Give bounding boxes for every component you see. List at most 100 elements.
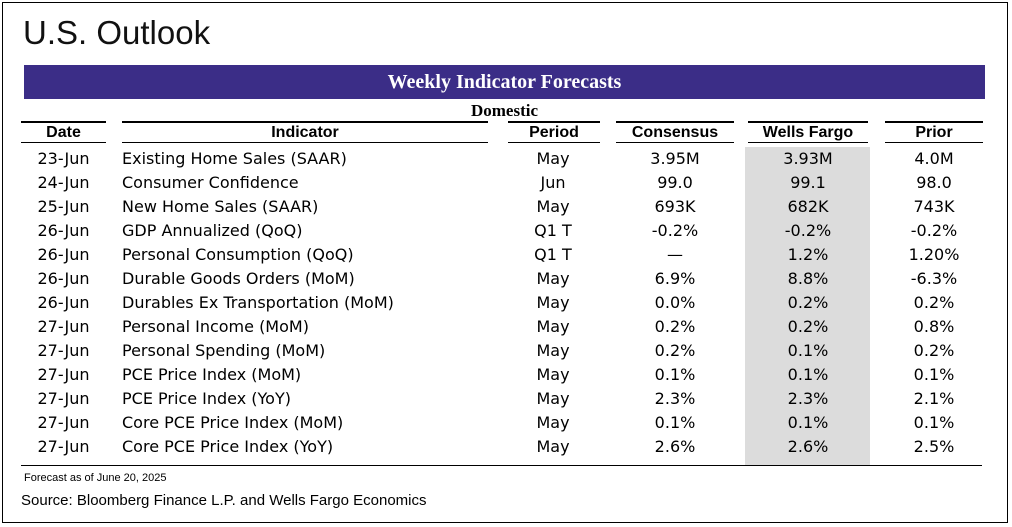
- forecast-table-body: 23-Jun Existing Home Sales (SAAR) May 3.95M…: [0, 147, 1012, 459]
- table-row: 26-Jun Durable Goods Orders (MoM) May 6.9% 8…: [0, 267, 1012, 291]
- period-cell: Q1 T: [534, 245, 572, 264]
- period-cell: May: [536, 341, 570, 360]
- wells-fargo-cell: 0.1%: [787, 341, 829, 360]
- indicator-cell: PCE Price Index (YoY): [122, 389, 291, 408]
- section-subheading: Domestic: [470, 101, 539, 120]
- column-header-indicator: Indicator: [122, 121, 488, 143]
- date-cell: 24-Jun: [37, 173, 90, 192]
- consensus-cell: 99.0: [657, 173, 693, 192]
- prior-cell: 2.5%: [913, 437, 955, 456]
- consensus-cell: 0.2%: [654, 317, 696, 336]
- wells-fargo-cell: 1.2%: [787, 245, 829, 264]
- table-row: 27-Jun Personal Spending (MoM) May 0.2% 0.1%…: [0, 339, 1012, 363]
- prior-cell: 2.1%: [913, 389, 955, 408]
- table-row: 27-Jun PCE Price Index (MoM) May 0.1% 0.1% 0.…: [0, 363, 1012, 387]
- date-cell: 27-Jun: [37, 413, 90, 432]
- prior-cell: 0.2%: [913, 293, 955, 312]
- column-header-prior: Prior: [885, 121, 983, 143]
- date-cell: 25-Jun: [37, 197, 90, 216]
- table-row: 25-Jun New Home Sales (SAAR) May 693K 682K 74…: [0, 195, 1012, 219]
- consensus-cell: 3.95M: [650, 149, 700, 168]
- wells-fargo-cell: 2.6%: [787, 437, 829, 456]
- indicator-cell: PCE Price Index (MoM): [122, 365, 302, 384]
- indicator-cell: Core PCE Price Index (YoY): [122, 437, 334, 456]
- table-bottom-rule: [21, 465, 982, 466]
- date-cell: 27-Jun: [37, 437, 90, 456]
- indicator-cell: GDP Annualized (QoQ): [122, 221, 303, 240]
- indicator-cell: Consumer Confidence: [122, 173, 299, 192]
- table-row: 27-Jun PCE Price Index (YoY) May 2.3% 2.3% 2.…: [0, 387, 1012, 411]
- consensus-cell: -0.2%: [651, 221, 699, 240]
- consensus-cell: 0.1%: [654, 365, 696, 384]
- indicator-cell: New Home Sales (SAAR): [122, 197, 319, 216]
- date-cell: 27-Jun: [37, 365, 90, 384]
- wells-fargo-cell: -0.2%: [784, 221, 832, 240]
- wells-fargo-cell: 0.1%: [787, 413, 829, 432]
- period-cell: May: [536, 197, 570, 216]
- column-header-date: Date: [21, 121, 106, 143]
- indicator-cell: Personal Income (MoM): [122, 317, 309, 336]
- table-row: 24-Jun Consumer Confidence Jun 99.0 99.1 98.0: [0, 171, 1012, 195]
- date-cell: 23-Jun: [37, 149, 90, 168]
- table-row: 26-Jun GDP Annualized (QoQ) Q1 T -0.2% -0.2%…: [0, 219, 1012, 243]
- indicator-cell: Existing Home Sales (SAAR): [122, 149, 347, 168]
- table-row: 26-Jun Personal Consumption (QoQ) Q1 T — 1.2…: [0, 243, 1012, 267]
- prior-cell: 4.0M: [914, 149, 954, 168]
- wells-fargo-cell: 0.1%: [787, 365, 829, 384]
- indicator-cell: Personal Consumption (QoQ): [122, 245, 354, 264]
- date-cell: 26-Jun: [37, 221, 90, 240]
- indicator-cell: Durables Ex Transportation (MoM): [122, 293, 394, 312]
- date-cell: 27-Jun: [37, 317, 90, 336]
- column-header-consensus: Consensus: [616, 121, 734, 143]
- wells-fargo-cell: 99.1: [790, 173, 826, 192]
- wells-fargo-cell: 3.93M: [783, 149, 833, 168]
- wells-fargo-cell: 2.3%: [787, 389, 829, 408]
- consensus-cell: 0.1%: [654, 413, 696, 432]
- consensus-cell: 2.6%: [654, 437, 696, 456]
- page-title: U.S. Outlook: [23, 14, 211, 51]
- period-cell: May: [536, 269, 570, 288]
- period-cell: Jun: [540, 173, 566, 192]
- wells-fargo-column-shading: [745, 147, 870, 465]
- table-banner: Weekly Indicator Forecasts: [24, 65, 985, 99]
- consensus-cell: 693K: [654, 197, 696, 216]
- consensus-cell: 0.0%: [654, 293, 696, 312]
- prior-cell: -0.2%: [910, 221, 958, 240]
- wells-fargo-cell: 682K: [787, 197, 829, 216]
- consensus-cell: 0.2%: [654, 341, 696, 360]
- date-cell: 26-Jun: [37, 293, 90, 312]
- date-cell: 27-Jun: [37, 341, 90, 360]
- indicator-cell: Core PCE Price Index (MoM): [122, 413, 344, 432]
- date-cell: 26-Jun: [37, 269, 90, 288]
- table-row: 27-Jun Core PCE Price Index (MoM) May 0.1% 0…: [0, 411, 1012, 435]
- prior-cell: -6.3%: [910, 269, 958, 288]
- source-note: Source: Bloomberg Finance L.P. and Wells…: [21, 492, 427, 509]
- prior-cell: 743K: [913, 197, 955, 216]
- prior-cell: 0.8%: [913, 317, 955, 336]
- indicator-cell: Durable Goods Orders (MoM): [122, 269, 355, 288]
- table-row: 26-Jun Durables Ex Transportation (MoM) Ma…: [0, 291, 1012, 315]
- period-cell: May: [536, 317, 570, 336]
- period-cell: May: [536, 149, 570, 168]
- indicator-cell: Personal Spending (MoM): [122, 341, 326, 360]
- table-row: 23-Jun Existing Home Sales (SAAR) May 3.95M…: [0, 147, 1012, 171]
- prior-cell: 0.1%: [913, 365, 955, 384]
- prior-cell: 98.0: [916, 173, 952, 192]
- period-cell: May: [536, 437, 570, 456]
- date-cell: 26-Jun: [37, 245, 90, 264]
- wells-fargo-cell: 8.8%: [787, 269, 829, 288]
- period-cell: May: [536, 413, 570, 432]
- consensus-cell: 2.3%: [654, 389, 696, 408]
- period-cell: May: [536, 365, 570, 384]
- column-header-period: Period: [508, 121, 600, 143]
- consensus-cell: 6.9%: [654, 269, 696, 288]
- prior-cell: 0.2%: [913, 341, 955, 360]
- table-row: 27-Jun Core PCE Price Index (YoY) May 2.6% 2…: [0, 435, 1012, 459]
- consensus-cell: —: [667, 245, 683, 264]
- forecast-date-footnote: Forecast as of June 20, 2025: [24, 472, 167, 484]
- period-cell: May: [536, 293, 570, 312]
- period-cell: May: [536, 389, 570, 408]
- date-cell: 27-Jun: [37, 389, 90, 408]
- wells-fargo-cell: 0.2%: [787, 293, 829, 312]
